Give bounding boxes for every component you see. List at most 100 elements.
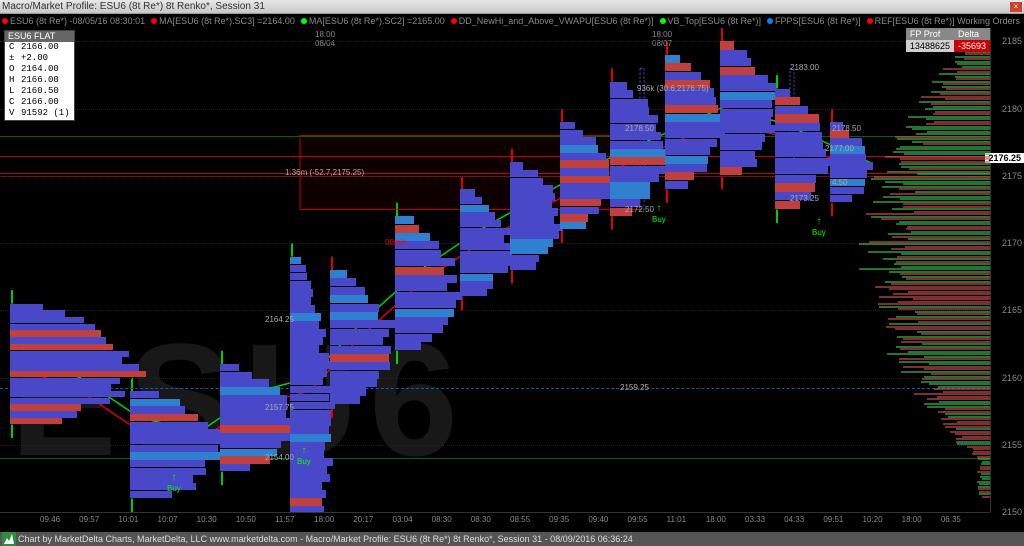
tpo-row	[560, 214, 588, 221]
indicator-dot-icon	[867, 18, 873, 24]
price-label: 4.50	[832, 178, 848, 187]
price-label: 2157.75	[265, 403, 294, 412]
ohlc-symbol: ESU6 FLAT	[5, 31, 74, 42]
tpo-row	[10, 330, 101, 336]
volume-profile	[870, 28, 990, 512]
indicator-dot-icon	[151, 18, 157, 24]
tpo-row	[665, 97, 716, 105]
tpo-row	[10, 337, 106, 343]
tpo-row	[560, 199, 601, 206]
price-label: 2183.00	[790, 63, 819, 72]
y-tick: 2155	[1002, 440, 1022, 450]
tpo-row	[775, 123, 820, 131]
indicator-text: FPPS[ESU6 (8t Re*)]	[775, 16, 861, 26]
tpo-cluster	[290, 257, 335, 512]
price-label: 2177.00	[825, 144, 854, 153]
tpo-cluster	[665, 55, 726, 189]
tpo-row	[395, 258, 455, 266]
gridline	[0, 109, 990, 110]
tpo-row	[610, 174, 659, 182]
tpo-row	[395, 317, 448, 325]
tpo-row	[10, 357, 122, 363]
tpo-row	[220, 372, 252, 379]
price-label: 2178.50	[832, 124, 861, 133]
indicator-text: MA[ESU6 (8t Re*).SC2] =2165.00	[309, 16, 445, 26]
indicator-dot-icon	[767, 18, 773, 24]
tpo-row	[460, 274, 493, 281]
tpo-cluster	[330, 270, 396, 404]
tpo-row	[775, 158, 831, 166]
tpo-row	[130, 437, 223, 444]
tpo-row	[290, 386, 333, 394]
x-tick: 06:35	[941, 515, 961, 524]
tpo-row	[10, 344, 113, 350]
tpo-row	[10, 351, 129, 357]
ohlc-row: ±+2.00	[9, 53, 70, 64]
tpo-row	[510, 239, 553, 246]
tpo-row	[290, 329, 326, 337]
tpo-row	[510, 201, 552, 208]
tpo-row	[830, 187, 864, 195]
close-icon[interactable]: ×	[1010, 2, 1022, 12]
tpo-row	[395, 216, 414, 224]
tpo-row	[460, 258, 513, 265]
y-tick: 2175	[1002, 171, 1022, 181]
tpo-row	[720, 125, 775, 133]
tpo-cluster	[775, 89, 831, 210]
tpo-row	[665, 72, 701, 80]
delta-label: Delta	[954, 28, 990, 40]
tpo-row	[510, 170, 538, 177]
tpo-row	[10, 371, 146, 377]
tpo-row	[395, 292, 462, 300]
tpo-row	[220, 387, 280, 394]
x-tick: 20:17	[353, 515, 373, 524]
tpo-row	[130, 475, 193, 482]
tpo-row	[130, 452, 225, 459]
tpo-row	[560, 153, 606, 160]
tpo-cluster	[395, 216, 462, 350]
ohlc-row: L2160.50	[9, 86, 70, 97]
tpo-row	[460, 228, 510, 235]
fp-label: FP Prof	[906, 28, 954, 40]
price-label: 2159.25	[620, 383, 649, 392]
tpo-row	[290, 434, 331, 442]
tpo-row	[10, 418, 62, 424]
tpo-row	[610, 115, 658, 123]
indicator-text: VB_Top[ESU6 (8t Re*)]	[668, 16, 762, 26]
tpo-row	[10, 378, 120, 384]
tpo-row	[775, 114, 819, 122]
x-tick: 18:00	[902, 515, 922, 524]
tpo-row	[510, 162, 523, 169]
tpo-row	[460, 212, 495, 219]
tpo-row	[775, 175, 816, 183]
tpo-row	[665, 114, 720, 122]
tpo-cluster	[460, 189, 514, 296]
indicator-text: DD_NewHi_and_Above_VWAPU[ESU6 (8t Re*)]	[459, 16, 654, 26]
tpo-row	[720, 134, 765, 142]
chart-area[interactable]: 18:0008/0418:0008/071.36m (-52.7,2175.25…	[0, 28, 990, 512]
tpo-row	[395, 275, 457, 283]
tpo-row	[330, 312, 378, 320]
tpo-row	[610, 182, 650, 190]
tpo-row	[510, 208, 558, 215]
indicator-dot-icon	[451, 18, 457, 24]
marketdelta-logo-icon	[2, 532, 16, 546]
tpo-row	[10, 411, 77, 417]
tpo-row	[460, 220, 501, 227]
tpo-row	[510, 224, 563, 231]
y-tick: 2180	[1002, 104, 1022, 114]
tpo-row	[560, 137, 596, 144]
gridline	[0, 41, 990, 42]
tpo-row	[610, 82, 627, 90]
price-label: 2178.50	[625, 124, 654, 133]
tpo-row	[720, 58, 751, 66]
tpo-row	[290, 377, 323, 385]
x-tick: 08:55	[510, 515, 530, 524]
tpo-row	[775, 166, 828, 174]
tpo-row	[510, 231, 559, 238]
tpo-row	[720, 41, 734, 49]
tpo-row	[560, 130, 583, 137]
tpo-row	[10, 317, 84, 323]
tpo-row	[290, 273, 307, 281]
tpo-row	[560, 160, 609, 167]
